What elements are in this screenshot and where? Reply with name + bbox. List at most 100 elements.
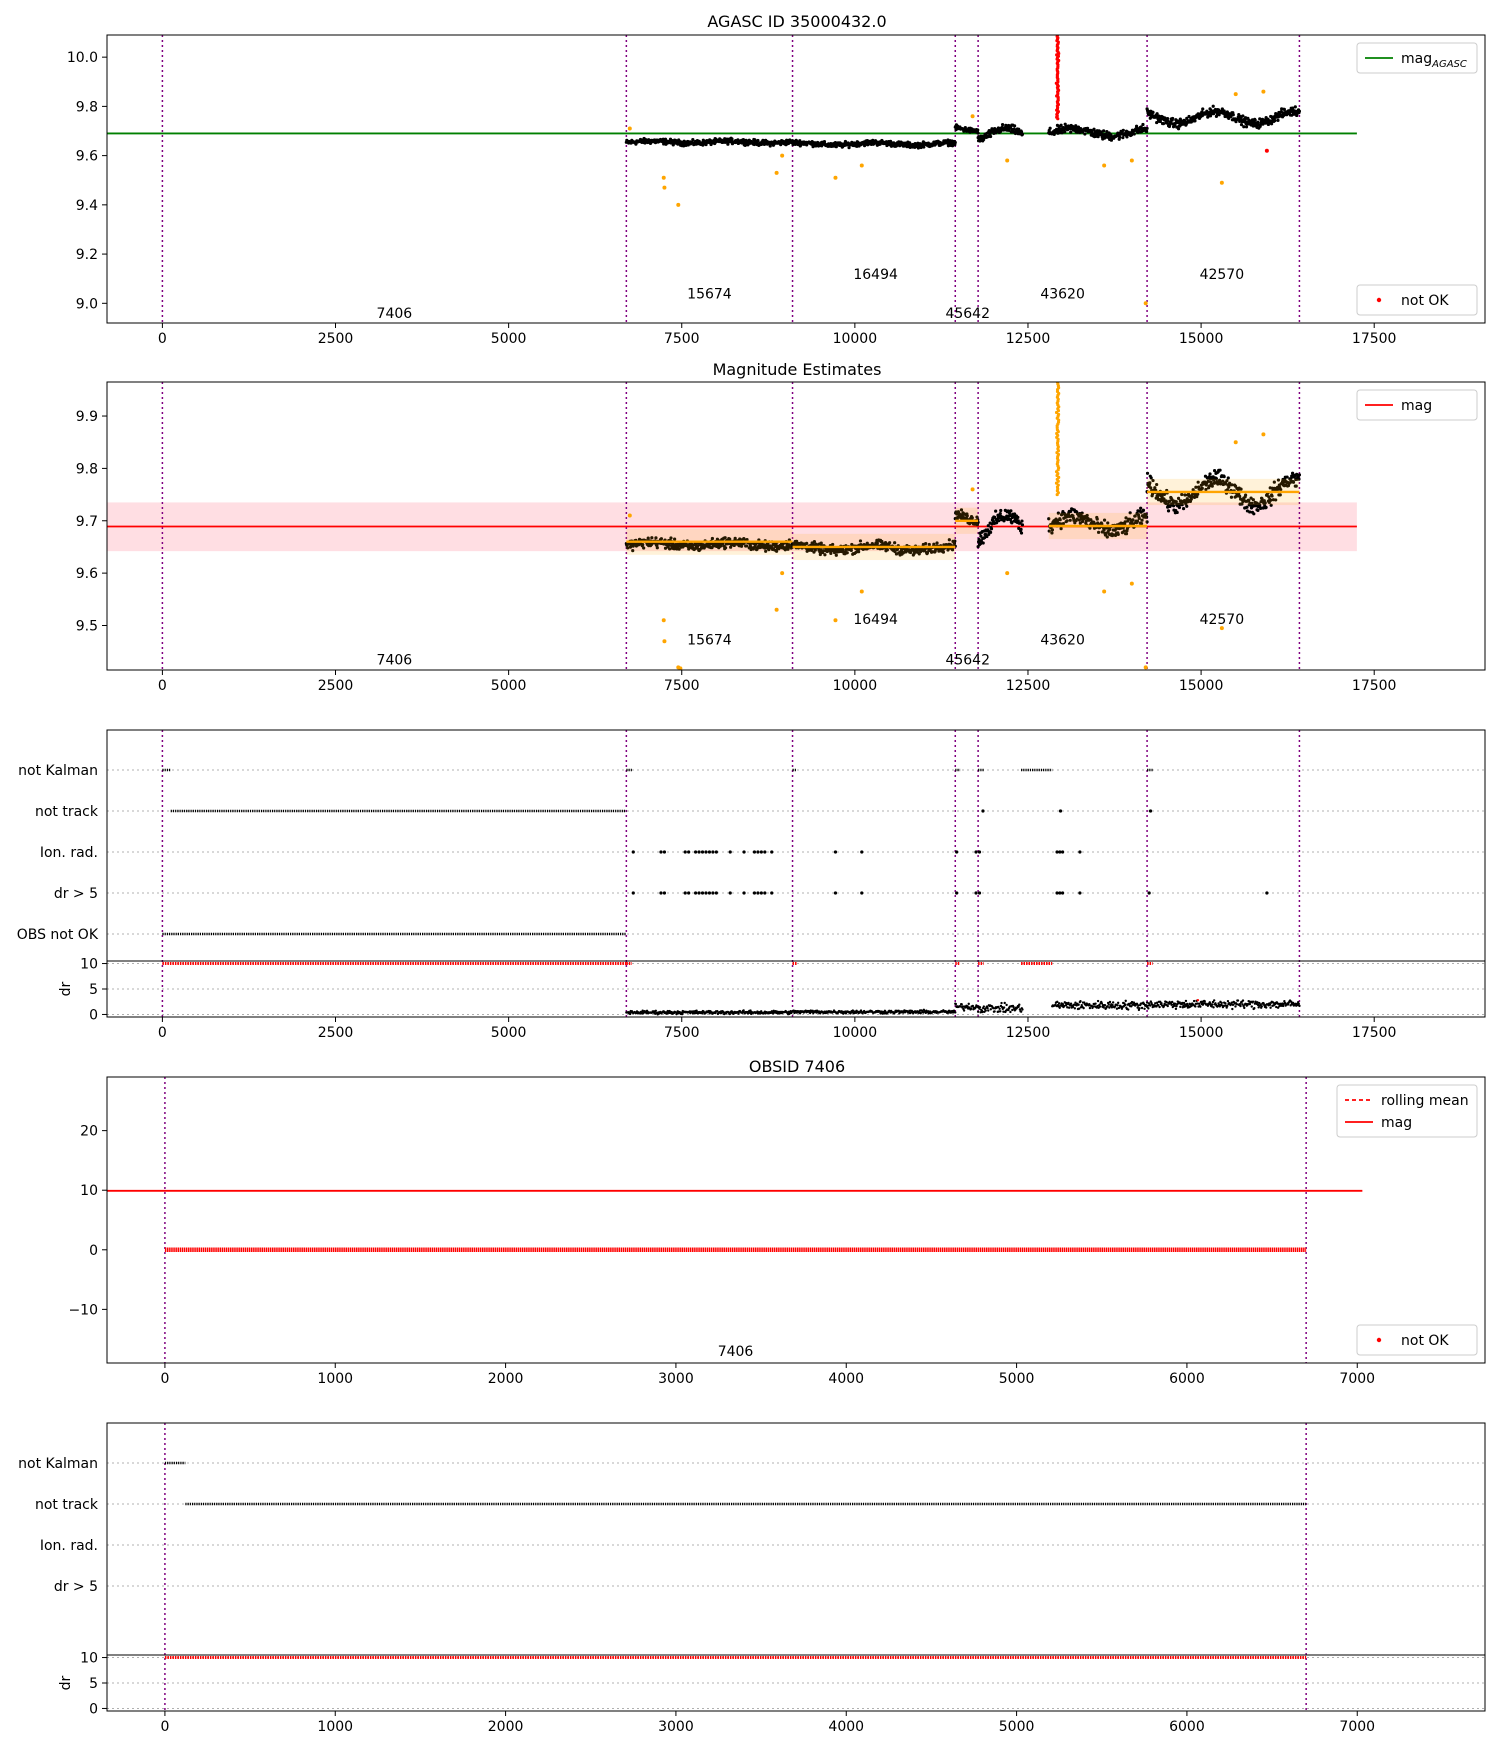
- flag-point: [697, 891, 701, 895]
- flag-row-label: not Kalman: [18, 763, 98, 779]
- estimates-panel-title: Magnitude Estimates: [713, 360, 882, 379]
- x-tick-label: 17500: [1352, 1025, 1397, 1041]
- suspect-point: [774, 607, 779, 612]
- obsid-label: 42570: [1200, 612, 1245, 628]
- flag-point: [631, 891, 635, 895]
- flag-row-label: dr > 5: [54, 886, 98, 902]
- x-tick-label: 5000: [491, 678, 527, 694]
- x-tick-label: 15000: [1179, 1025, 1224, 1041]
- magnitude-data-points: [790, 138, 957, 150]
- flag-point: [693, 850, 698, 854]
- flag-row-label: Ion. rad.: [40, 845, 98, 861]
- flag-point: [977, 891, 982, 895]
- legend-label: mag: [1381, 1115, 1412, 1131]
- flag-row-label: OBS not OK: [17, 927, 99, 943]
- suspect-point: [661, 175, 666, 180]
- suspect-point: [833, 618, 838, 623]
- x-tick-label: 7000: [1339, 1719, 1375, 1735]
- suspect-point: [1143, 665, 1148, 670]
- x-tick-label: 2500: [318, 1025, 354, 1041]
- y-tick-label: 5: [89, 1676, 98, 1692]
- obsid-panel-title: OBSID 7406: [749, 1057, 845, 1076]
- bright-spike-points: [1054, 35, 1061, 121]
- axes-frame: [106, 729, 1486, 1018]
- obsid-label: 42570: [1200, 267, 1245, 283]
- magnitude-data-points: [1047, 122, 1149, 142]
- flag-point: [860, 891, 864, 895]
- flag-point: [981, 809, 985, 813]
- x-tick-label: 7500: [664, 678, 700, 694]
- obs-mag-estimate-band: [955, 507, 979, 534]
- flag-point: [759, 850, 763, 854]
- suspect-point: [833, 175, 838, 180]
- flag-point: [759, 891, 763, 895]
- x-tick-label: 0: [158, 331, 167, 347]
- flag-point: [711, 891, 715, 895]
- x-tick-label: 17500: [1352, 678, 1397, 694]
- flag-point: [974, 850, 978, 854]
- suspect-point: [1005, 571, 1010, 576]
- magnitude-data-points: [976, 122, 1025, 143]
- magnitude-data-points: [953, 508, 980, 527]
- y-tick-label: 5: [89, 982, 98, 998]
- flag-point: [707, 850, 712, 854]
- x-tick-label: 10000: [833, 1025, 878, 1041]
- suspect-point: [661, 618, 666, 623]
- suspect-point: [1261, 432, 1266, 437]
- suspect-point: [780, 571, 785, 576]
- suspect-point: [1102, 163, 1107, 168]
- legend: not OK: [1356, 284, 1478, 316]
- x-tick-label: 3000: [658, 1719, 694, 1735]
- obsid-flags-panel: not Kalman not track Ion. rad. dr > 5 0 5 10 dr…: [18, 1422, 1486, 1735]
- x-tick-label: 2000: [488, 1371, 524, 1387]
- flag-point: [714, 850, 718, 854]
- suspect-point: [970, 487, 975, 492]
- flag-point: [728, 850, 732, 854]
- suspect-point: [970, 114, 975, 119]
- y-tick-label: 9.7: [76, 514, 98, 530]
- flag-point: [711, 850, 715, 854]
- x-tick-label: 12500: [1006, 331, 1051, 347]
- x-tick-label: 4000: [828, 1371, 864, 1387]
- axes-frame: [106, 1422, 1486, 1712]
- dr-data-points: [625, 1009, 794, 1016]
- legend-frame: [1356, 284, 1478, 316]
- flag-point: [1078, 891, 1082, 895]
- obs-mag-estimate-band: [1048, 512, 1148, 540]
- flag-point: [860, 850, 864, 854]
- flag-point: [683, 850, 687, 854]
- obsid-label: 43620: [1040, 633, 1085, 649]
- y-tick-label: 9.9: [76, 409, 98, 425]
- flag-point: [1058, 809, 1063, 813]
- suspect-point: [627, 126, 632, 131]
- legend: not OK: [1356, 1324, 1478, 1356]
- suspect-point: [1219, 180, 1224, 185]
- x-tick-label: 0: [160, 1719, 169, 1735]
- flag-row-label: not track: [35, 1497, 99, 1513]
- flag-point: [697, 850, 701, 854]
- flag-point: [662, 891, 667, 895]
- x-tick-label: 1000: [317, 1371, 353, 1387]
- flag-point: [683, 891, 687, 895]
- obsid-label: 43620: [1040, 286, 1085, 302]
- flag-point: [700, 850, 705, 854]
- flag-point: [756, 891, 760, 895]
- suspect-point: [859, 163, 864, 168]
- suspect-point: [678, 666, 683, 670]
- flag-point: [1265, 891, 1269, 895]
- agasc-magnitude-panel: AGASC ID 35000432.0 7406 15674 16494 45642 4…: [67, 12, 1486, 347]
- legend-frame: [1356, 1324, 1478, 1356]
- flag-point: [714, 891, 718, 895]
- obs-mag-estimate-band: [792, 533, 956, 561]
- x-tick-label: 2000: [488, 1719, 524, 1735]
- flag-point: [704, 850, 708, 854]
- obsid-label: 45642: [945, 306, 990, 322]
- flag-point: [1148, 809, 1153, 813]
- x-tick-label: 7500: [664, 1025, 700, 1041]
- dr-data-points: [976, 1001, 1024, 1014]
- x-tick-label: 6000: [1169, 1371, 1205, 1387]
- not-ok-point: [1264, 148, 1269, 153]
- magnitude-estimates-panel: Magnitude Estimates 7406 15674 16494 45642 4…: [76, 360, 1486, 694]
- x-tick-label: 5000: [999, 1719, 1035, 1735]
- axes-frame: [106, 34, 1486, 324]
